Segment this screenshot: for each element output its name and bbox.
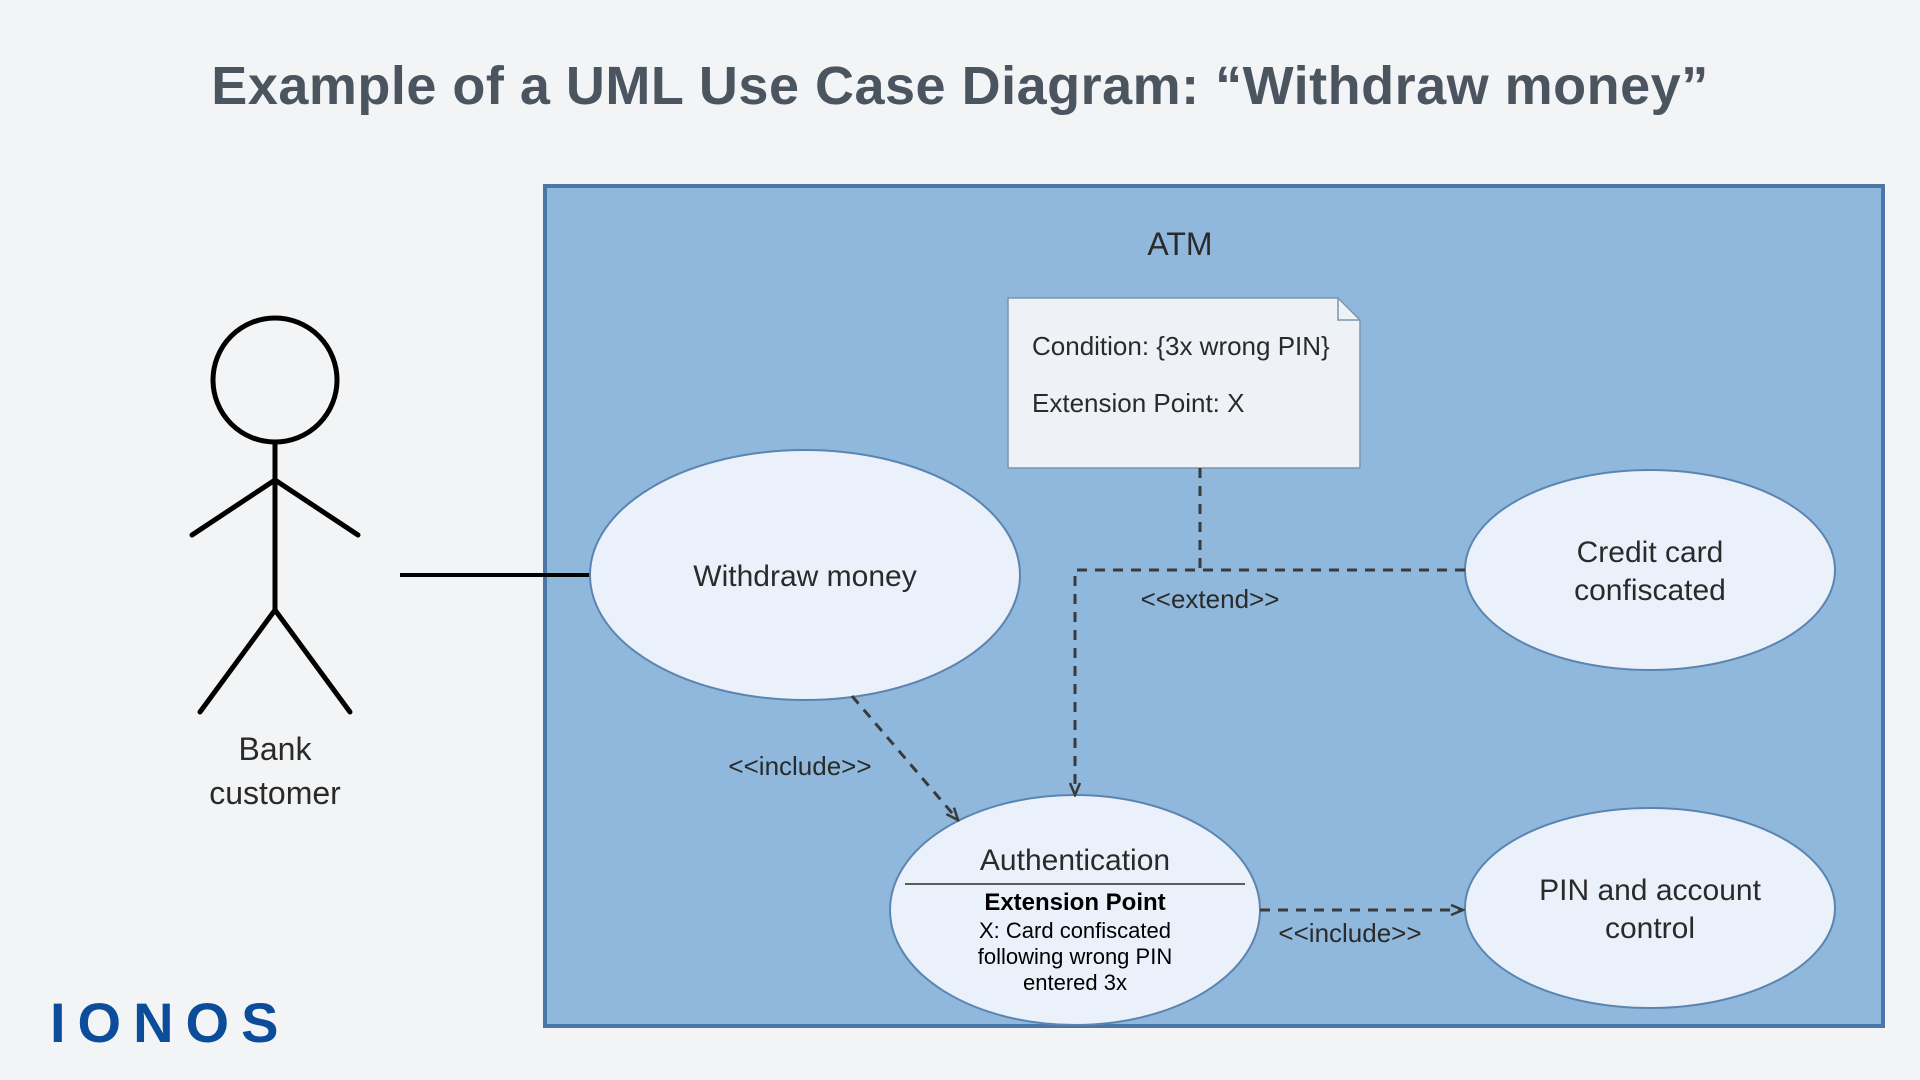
usecase-auth-ext2: following wrong PIN: [978, 944, 1172, 969]
system-label: ATM: [1147, 226, 1212, 262]
actor-leg-left: [200, 610, 275, 712]
usecase-auth-ext-title: Extension Point: [984, 889, 1165, 916]
usecase-withdraw-money: Withdraw money: [590, 450, 1020, 700]
usecase-auth-ext1: X: Card confiscated: [979, 918, 1171, 943]
usecase-auth-title: Authentication: [980, 844, 1170, 877]
actor-label-line2: customer: [209, 775, 341, 811]
note-condition: Condition: {3x wrong PIN} Extension Poin…: [1008, 298, 1360, 468]
actor-arm-left: [192, 480, 275, 535]
edge-extend-label: <<extend>>: [1141, 584, 1280, 614]
actor-leg-right: [275, 610, 350, 712]
actor-bank-customer: [192, 318, 358, 712]
usecase-withdraw-label: Withdraw money: [693, 560, 916, 593]
note-line1: Condition: {3x wrong PIN}: [1032, 331, 1330, 361]
ionos-logo: IONOS: [50, 990, 290, 1055]
usecase-confiscated-label2: confiscated: [1574, 574, 1726, 607]
actor-arm-right: [275, 480, 358, 535]
edge-include-pin-label: <<include>>: [1278, 918, 1421, 948]
usecase-auth-ext3: entered 3x: [1023, 970, 1127, 995]
usecase-pin-account-control: PIN and account control: [1465, 808, 1835, 1008]
uml-diagram-svg: ATM Bank customer Withdraw money Credit …: [0, 0, 1920, 1080]
usecase-pin-label2: control: [1605, 912, 1695, 945]
note-line2: Extension Point: X: [1032, 388, 1244, 418]
usecase-confiscated-label1: Credit card: [1577, 536, 1724, 569]
actor-head-icon: [213, 318, 337, 442]
usecase-authentication: Authentication Extension Point X: Card c…: [890, 795, 1260, 1025]
diagram-canvas: Example of a UML Use Case Diagram: “With…: [0, 0, 1920, 1080]
usecase-credit-card-confiscated: Credit card confiscated: [1465, 470, 1835, 670]
actor-label-line1: Bank: [239, 731, 313, 767]
edge-include-withdraw-label: <<include>>: [728, 751, 871, 781]
usecase-pin-label1: PIN and account: [1539, 874, 1761, 907]
